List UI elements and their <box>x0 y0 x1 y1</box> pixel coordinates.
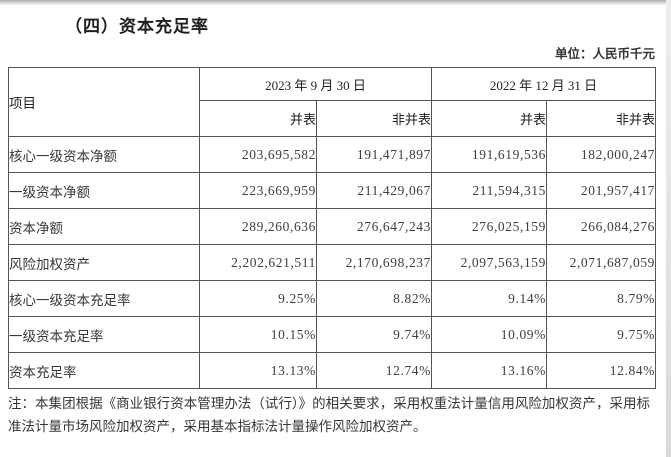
cell-value: 8.82% <box>315 280 433 317</box>
row-label: 资本充足率 <box>8 352 200 389</box>
cell-value: 2,170,698,237 <box>315 244 433 281</box>
section-title: （四）资本充足率 <box>65 17 209 36</box>
table-row: 风险加权资产 2,202,621,511 2,170,698,237 2,097… <box>8 244 657 281</box>
column-header-unconsolidated-2023: 非并表 <box>315 100 433 137</box>
cell-value: 201,957,417 <box>546 172 657 209</box>
cell-value: 276,025,159 <box>431 208 548 245</box>
cell-value: 211,594,315 <box>431 172 548 209</box>
row-label: 核心一级资本充足率 <box>8 280 200 317</box>
column-header-consolidated-2023: 并表 <box>199 100 317 137</box>
cell-value: 191,619,536 <box>431 136 548 173</box>
row-label: 风险加权资产 <box>8 244 200 281</box>
cell-value: 276,647,243 <box>315 208 433 245</box>
cell-value: 10.15% <box>199 316 317 353</box>
cell-value: 203,695,582 <box>199 136 317 173</box>
page-right-edge <box>666 0 671 457</box>
column-header-consolidated-2022: 并表 <box>431 100 548 137</box>
capital-adequacy-table: 项目 2023 年 9 月 30 日 2022 年 12 月 31 日 并表 非… <box>8 67 657 389</box>
cell-value: 289,260,636 <box>199 208 317 245</box>
header-row-scope: 并表 非并表 并表 非并表 <box>9 100 657 137</box>
cell-value: 191,471,897 <box>315 136 433 173</box>
cell-value: 2,071,687,059 <box>546 244 657 281</box>
cell-value: 9.14% <box>431 280 548 317</box>
cell-value: 9.75% <box>546 316 657 353</box>
header-row-periods: 项目 2023 年 9 月 30 日 2022 年 12 月 31 日 <box>8 67 657 137</box>
row-label: 一级资本充足率 <box>8 316 200 353</box>
cell-value: 9.74% <box>315 316 433 353</box>
cell-value: 266,084,276 <box>546 208 657 245</box>
cell-value: 182,000,247 <box>546 136 657 173</box>
column-header-unconsolidated-2022: 非并表 <box>546 100 657 137</box>
cell-value: 2,202,621,511 <box>199 244 317 281</box>
table-row: 资本净额 289,260,636 276,647,243 276,025,159… <box>8 208 657 245</box>
table-row: 核心一级资本充足率 9.25% 8.82% 9.14% 8.79% <box>8 280 657 317</box>
currency-unit-label: 单位：人民币千元 <box>554 47 655 61</box>
row-label: 一级资本净额 <box>8 172 200 209</box>
table-row: 核心一级资本净额 203,695,582 191,471,897 191,619… <box>8 136 657 173</box>
table-row: 一级资本净额 223,669,959 211,429,067 211,594,3… <box>8 172 657 209</box>
cell-value: 9.25% <box>199 280 317 317</box>
table-row: 一级资本充足率 10.15% 9.74% 10.09% 9.75% <box>8 316 657 353</box>
page-top-edge <box>0 0 671 5</box>
cell-value: 211,429,067 <box>315 172 433 209</box>
column-header-period-2023: 2023 年 9 月 30 日 <box>198 67 433 101</box>
cell-value: 13.16% <box>431 352 548 389</box>
cell-value: 12.74% <box>315 352 433 389</box>
footnote: 注：本集团根据《商业银行资本管理办法（试行）》的相关要求，采用权重法计量信用风险… <box>8 396 650 434</box>
cell-value: 8.79% <box>546 280 657 317</box>
column-header-item: 项目 <box>8 67 200 137</box>
cell-value: 12.84% <box>546 352 657 389</box>
cell-value: 13.13% <box>199 352 317 389</box>
row-label: 核心一级资本净额 <box>8 136 200 173</box>
cell-value: 2,097,563,159 <box>431 244 548 281</box>
table-row: 资本充足率 13.13% 12.74% 13.16% 12.84% <box>8 352 657 389</box>
cell-value: 223,669,959 <box>199 172 317 209</box>
cell-value: 10.09% <box>431 316 548 353</box>
column-header-period-2022: 2022 年 12 月 31 日 <box>431 67 657 101</box>
row-label: 资本净额 <box>8 208 200 245</box>
